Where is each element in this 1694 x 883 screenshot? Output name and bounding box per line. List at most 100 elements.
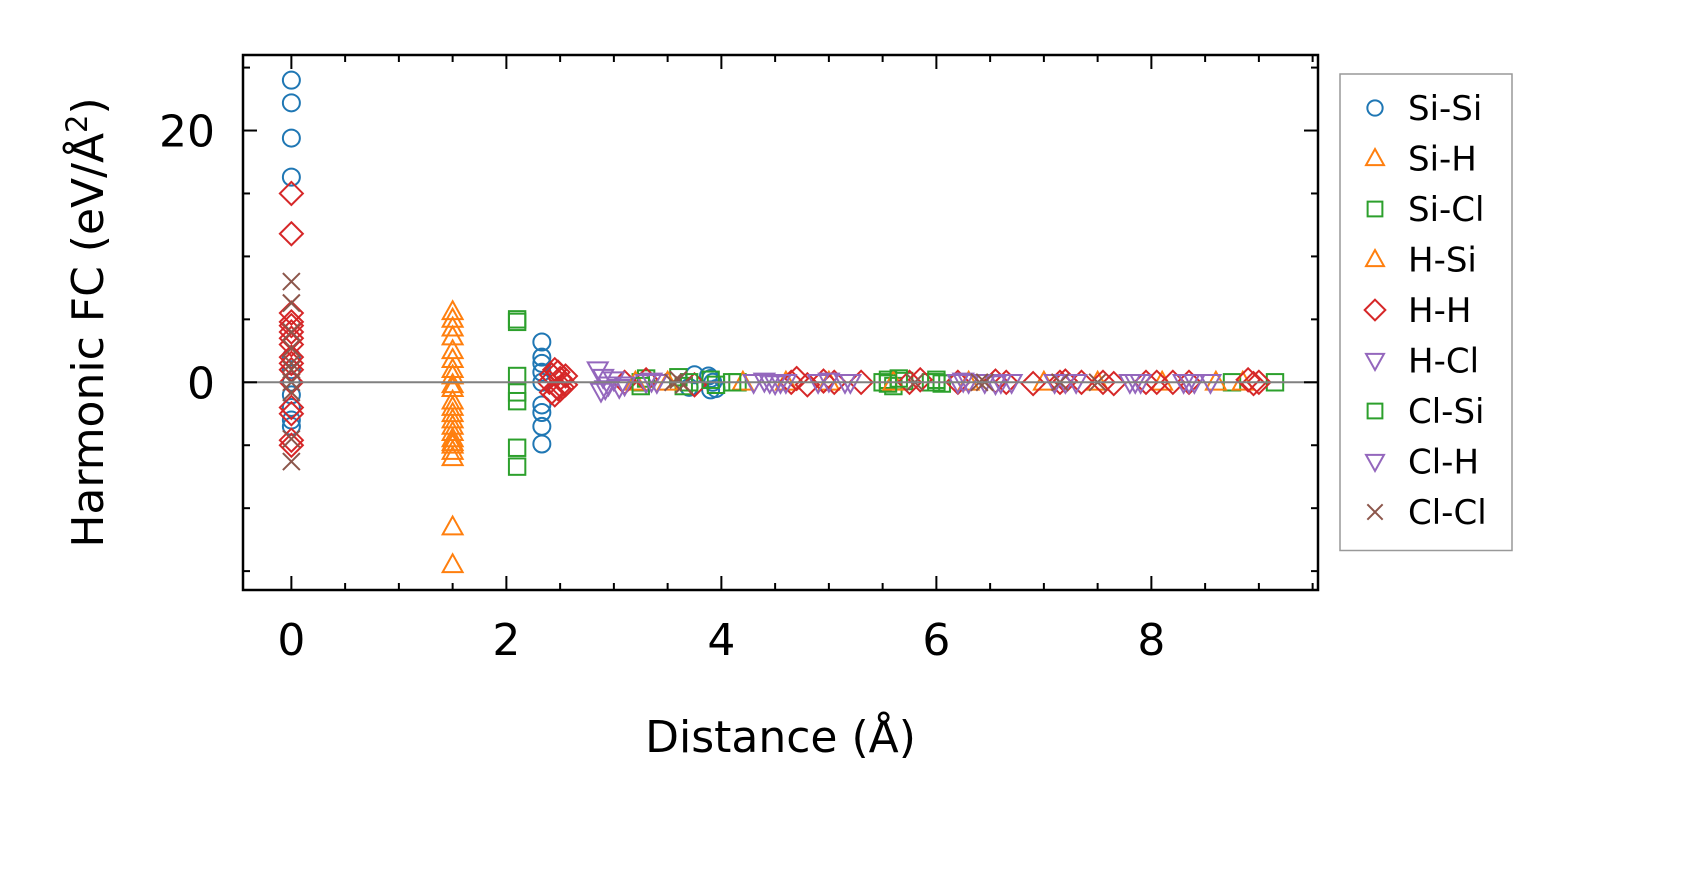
data-point [440, 324, 465, 346]
data-point [810, 368, 837, 394]
data-point [878, 374, 898, 393]
legend-entry: Si-H [1364, 140, 1477, 180]
data-point [507, 457, 527, 476]
y-tick-label: 20 [159, 107, 215, 158]
y-tick-label: 0 [187, 358, 215, 409]
legend-entry: Cl-H [1364, 443, 1479, 483]
data-point [1245, 369, 1272, 396]
legend-marker [1364, 453, 1386, 473]
data-point [674, 375, 693, 395]
data-point [1020, 370, 1047, 397]
x-tick-label: 2 [492, 615, 520, 666]
data-point [532, 434, 552, 454]
legend-label: Cl-Cl [1408, 493, 1487, 533]
data-point [440, 363, 465, 385]
data-point [932, 374, 951, 393]
data-point [532, 395, 552, 415]
data-point [774, 373, 798, 395]
y-axis-label-main: Harmonic FC (eV/Å [61, 133, 114, 548]
legend-entry: Si-Cl [1366, 190, 1484, 230]
data-point [1204, 369, 1228, 391]
data-point [278, 325, 305, 352]
data-point [282, 383, 301, 402]
data-point [612, 376, 637, 398]
data-point [278, 300, 305, 326]
legend: Si-Si Si-H Si-Cl H-Si H-H H-Cl Cl-Si Cl-H Cl-Cl [1339, 73, 1513, 552]
data-point [440, 552, 465, 574]
data-point [552, 363, 579, 389]
y-axis-label-close: ) [63, 97, 114, 114]
data-point [440, 315, 465, 337]
data-point [278, 180, 305, 207]
data-point [763, 375, 787, 397]
data-point [896, 369, 923, 396]
x-tick-label: 6 [922, 615, 950, 666]
data-point [282, 339, 301, 358]
data-point [282, 322, 301, 342]
data-point [532, 403, 552, 423]
legend-marker [1364, 147, 1386, 167]
legend-marker [1366, 503, 1384, 521]
legend-entry: H-Cl [1364, 342, 1479, 382]
legend-entry: Si-Si [1366, 89, 1482, 129]
legend-label: Si-H [1408, 140, 1477, 180]
data-point [545, 375, 571, 402]
data-point [278, 312, 305, 339]
data-point [507, 391, 527, 411]
legend-frame [1339, 73, 1513, 552]
legend-marker [1366, 402, 1384, 420]
data-point [833, 373, 857, 395]
data-point [278, 220, 305, 247]
data-point [806, 373, 830, 395]
data-point [440, 432, 465, 454]
axis-tick-labels: 0 2 4 6 8 0 20 [159, 107, 1165, 666]
data-point [440, 388, 465, 410]
legend-entry: H-Si [1364, 241, 1477, 281]
data-point [1100, 370, 1127, 397]
data-point [1182, 373, 1207, 395]
data-point [794, 371, 821, 398]
series-si-h [440, 299, 465, 574]
x-tick-label: 0 [277, 615, 305, 666]
data-point [440, 430, 465, 452]
data-point [589, 382, 613, 404]
data-point [440, 445, 465, 467]
data-point [281, 360, 301, 380]
data-point [440, 357, 465, 379]
data-point [278, 350, 305, 377]
data-point [282, 452, 301, 471]
data-point [586, 361, 610, 383]
legend-marker [1364, 248, 1386, 268]
legend-label: Si-Si [1408, 89, 1482, 129]
data-point [278, 432, 305, 459]
legend-entry: H-H [1363, 291, 1471, 331]
data-point [607, 378, 631, 400]
legend-label: H-H [1408, 291, 1471, 331]
data-point [278, 427, 305, 454]
data-point [507, 312, 527, 332]
axes-frame [241, 53, 1320, 592]
data-point [993, 369, 1020, 396]
data-point [889, 369, 908, 388]
legend-entry: Cl-Cl [1366, 493, 1487, 533]
legend-label: Si-Cl [1408, 190, 1484, 230]
data-point [989, 373, 1013, 395]
data-point [593, 380, 617, 402]
plot-area: 0 2 4 6 8 0 20 [159, 53, 1320, 666]
data-point [282, 429, 301, 449]
data-point [1128, 373, 1153, 395]
data-point [282, 354, 301, 373]
series-h-cl [586, 361, 1223, 404]
series-cl-cl [282, 272, 1107, 471]
legend-label: H-Cl [1408, 342, 1479, 382]
data-point [1064, 373, 1088, 395]
data-point [1198, 373, 1223, 395]
data-point [1090, 369, 1116, 396]
legend-label: Cl-H [1408, 443, 1479, 483]
data-point [281, 397, 301, 417]
data-point [1235, 366, 1262, 393]
data-point [741, 373, 766, 395]
x-tick-label: 4 [707, 615, 735, 666]
data-point [278, 319, 305, 345]
data-point [440, 514, 465, 536]
